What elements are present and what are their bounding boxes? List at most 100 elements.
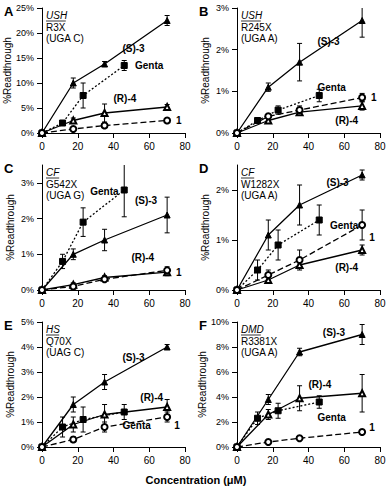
svg-text:1%: 1%	[21, 249, 34, 259]
svg-text:80: 80	[374, 298, 386, 309]
svg-text:(UGA G): (UGA G)	[46, 190, 84, 201]
svg-text:60: 60	[339, 298, 351, 309]
svg-text:Genta: Genta	[122, 420, 151, 431]
svg-text:USH: USH	[241, 10, 263, 21]
svg-text:0: 0	[39, 455, 45, 466]
svg-text:2%: 2%	[21, 214, 34, 224]
svg-text:3%: 3%	[216, 3, 229, 13]
svg-text:6%: 6%	[216, 367, 229, 377]
svg-text:(UAG C): (UAG C)	[46, 347, 84, 358]
svg-text:1: 1	[176, 267, 182, 278]
svg-text:2%: 2%	[216, 417, 229, 427]
svg-text:Genta: Genta	[330, 220, 359, 231]
svg-text:60: 60	[144, 455, 156, 466]
svg-text:(UGA A): (UGA A)	[241, 190, 278, 201]
svg-text:1%: 1%	[216, 86, 229, 96]
svg-text:D: D	[199, 161, 208, 176]
svg-text:10%: 10%	[16, 78, 34, 88]
svg-text:1%: 1%	[216, 235, 229, 245]
svg-text:0: 0	[234, 298, 240, 309]
svg-text:60: 60	[339, 455, 351, 466]
svg-text:Genta: Genta	[135, 60, 164, 71]
svg-text:(UGA A): (UGA A)	[241, 33, 278, 44]
svg-text:HS: HS	[46, 324, 60, 335]
svg-text:5%: 5%	[21, 317, 34, 327]
svg-text:(UGA C): (UGA C)	[46, 33, 84, 44]
svg-text:Genta: Genta	[317, 412, 346, 423]
svg-text:40: 40	[303, 141, 315, 152]
svg-text:20%: 20%	[16, 28, 34, 38]
svg-text:0%: 0%	[216, 285, 229, 295]
svg-text:2%: 2%	[21, 392, 34, 402]
svg-text:1: 1	[174, 420, 180, 431]
svg-text:25%: 25%	[16, 3, 34, 13]
svg-text:2%: 2%	[216, 185, 229, 195]
svg-text:CF: CF	[46, 167, 60, 178]
svg-text:60: 60	[339, 141, 351, 152]
svg-text:0: 0	[234, 141, 240, 152]
svg-text:%Readthrough: %Readthrough	[2, 37, 13, 104]
svg-text:20: 20	[267, 141, 279, 152]
svg-text:%Readthrough: %Readthrough	[200, 194, 211, 261]
svg-text:1: 1	[369, 422, 375, 433]
svg-text:Q70X: Q70X	[46, 336, 72, 347]
svg-text:W1282X: W1282X	[241, 179, 280, 190]
svg-text:Genta: Genta	[90, 186, 119, 197]
svg-text:5%: 5%	[21, 103, 34, 113]
svg-text:20: 20	[72, 141, 84, 152]
svg-text:1: 1	[371, 92, 377, 103]
svg-text:(R)-4: (R)-4	[140, 392, 163, 403]
svg-text:4%: 4%	[21, 342, 34, 352]
svg-text:40: 40	[108, 298, 120, 309]
svg-text:0%: 0%	[21, 442, 34, 452]
svg-text:(R)-4: (R)-4	[335, 262, 358, 273]
svg-text:3%: 3%	[21, 178, 34, 188]
svg-text:20: 20	[267, 455, 279, 466]
svg-text:80: 80	[374, 455, 386, 466]
svg-text:(S)-3: (S)-3	[135, 195, 158, 206]
svg-text:0%: 0%	[216, 442, 229, 452]
svg-text:A: A	[4, 4, 14, 19]
svg-text:0: 0	[234, 455, 240, 466]
svg-text:(R)-4: (R)-4	[131, 252, 154, 263]
svg-text:%Readthrough: %Readthrough	[5, 351, 16, 418]
svg-text:0%: 0%	[21, 285, 34, 295]
svg-text:G542X: G542X	[46, 179, 77, 190]
svg-text:0: 0	[39, 141, 45, 152]
svg-text:(R)-4: (R)-4	[114, 93, 137, 104]
svg-text:20: 20	[72, 455, 84, 466]
svg-text:%Readthrough: %Readthrough	[200, 37, 211, 104]
svg-text:8%: 8%	[216, 342, 229, 352]
svg-text:1: 1	[369, 232, 375, 243]
svg-text:Genta: Genta	[317, 82, 346, 93]
svg-text:20: 20	[72, 298, 84, 309]
svg-text:%Readthrough: %Readthrough	[5, 194, 16, 261]
svg-text:15%: 15%	[16, 53, 34, 63]
svg-text:CF: CF	[241, 167, 255, 178]
svg-text:3%: 3%	[21, 367, 34, 377]
svg-text:40: 40	[108, 141, 120, 152]
svg-text:80: 80	[179, 141, 191, 152]
svg-text:USH: USH	[46, 10, 68, 21]
svg-text:E: E	[4, 318, 13, 333]
svg-text:60: 60	[144, 141, 156, 152]
svg-text:0: 0	[39, 298, 45, 309]
svg-text:1%: 1%	[21, 417, 34, 427]
svg-text:C: C	[4, 161, 14, 176]
svg-text:R245X: R245X	[241, 22, 272, 33]
svg-text:(R)-4: (R)-4	[309, 379, 332, 390]
svg-text:60: 60	[144, 298, 156, 309]
svg-text:20: 20	[267, 298, 279, 309]
svg-text:%Readthrough: %Readthrough	[197, 351, 208, 418]
svg-text:DMD: DMD	[241, 324, 264, 335]
svg-text:40: 40	[108, 455, 120, 466]
svg-text:(R)-4: (R)-4	[335, 115, 358, 126]
svg-text:B: B	[199, 4, 208, 19]
svg-text:(UGA A): (UGA A)	[241, 347, 278, 358]
svg-text:0%: 0%	[216, 128, 229, 138]
svg-text:4%: 4%	[216, 392, 229, 402]
svg-text:2%: 2%	[216, 45, 229, 55]
svg-text:40: 40	[303, 455, 315, 466]
svg-text:40: 40	[303, 298, 315, 309]
svg-text:1: 1	[176, 115, 182, 126]
